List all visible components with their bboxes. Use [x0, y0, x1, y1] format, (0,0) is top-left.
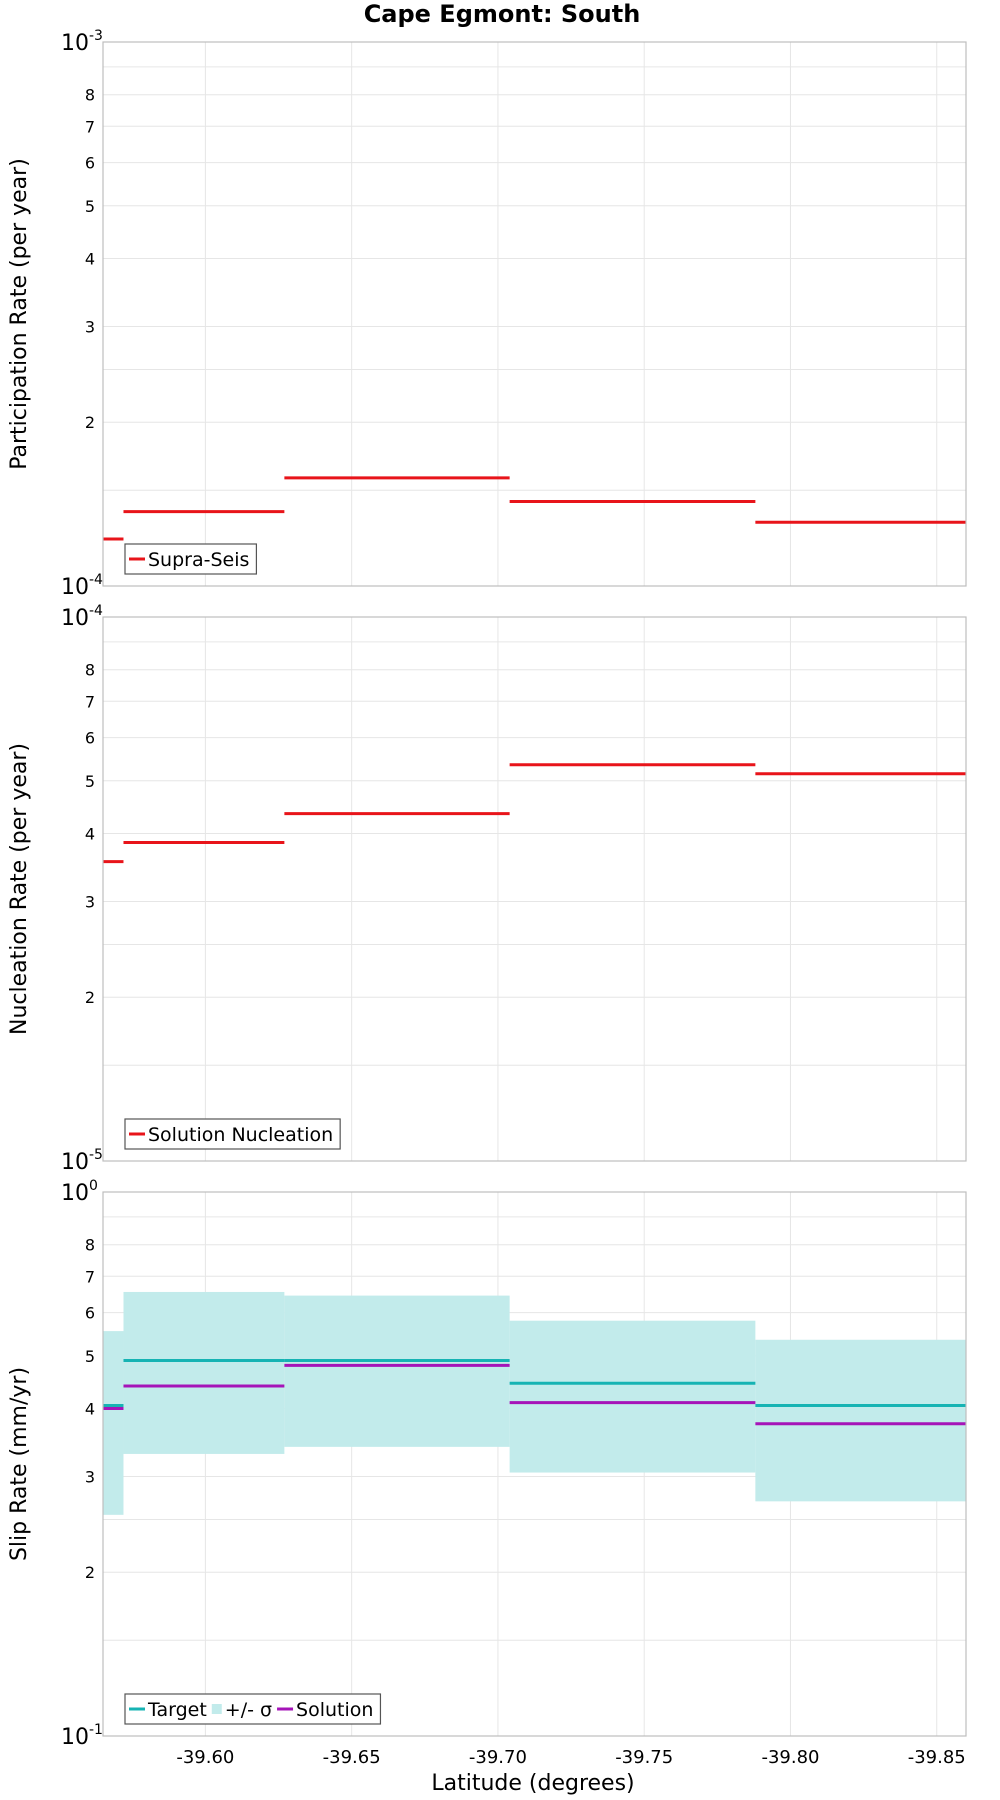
- y-tick-label: 6: [85, 154, 95, 173]
- x-tick-label: -39.85: [908, 1747, 966, 1768]
- sigma-band: [755, 1339, 966, 1502]
- x-tick-label: -39.80: [761, 1747, 819, 1768]
- legend-label: +/- σ: [225, 1699, 272, 1721]
- legend: Supra-Seis: [124, 543, 258, 575]
- legend-label: Target: [147, 1699, 207, 1721]
- legend-label: Solution Nucleation: [148, 1124, 333, 1146]
- legend-label: Supra-Seis: [148, 549, 249, 571]
- y-axis-label: Nucleation Rate (per year): [7, 743, 32, 1035]
- y-major-tick-exponent: 0: [89, 1178, 98, 1194]
- x-tick-label: -39.65: [323, 1747, 381, 1768]
- y-tick-label: 3: [85, 1467, 95, 1486]
- y-tick-label: 3: [85, 317, 95, 336]
- y-tick-label: 8: [85, 661, 95, 680]
- y-major-tick-label: 10: [61, 1181, 89, 1206]
- y-tick-label: 2: [85, 1563, 95, 1582]
- plot-frame: [102, 616, 967, 1162]
- y-axis-label: Slip Rate (mm/yr): [7, 1367, 32, 1561]
- sigma-band: [103, 1331, 124, 1515]
- y-axis-label: Participation Rate (per year): [7, 158, 32, 470]
- x-tick-label: -39.70: [469, 1747, 527, 1768]
- y-tick-label: 2: [85, 413, 95, 432]
- sigma-band: [509, 1320, 756, 1473]
- x-tick-label: -39.75: [615, 1747, 673, 1768]
- sigma-band: [123, 1291, 285, 1454]
- y-tick-label: 7: [85, 692, 95, 711]
- chart-title: Cape Egmont: South: [364, 0, 641, 28]
- y-tick-label: 5: [85, 1347, 95, 1366]
- legend-box: [124, 1693, 382, 1725]
- legend-box: [124, 1118, 341, 1150]
- y-tick-label: 4: [85, 249, 95, 268]
- y-tick-label: 6: [85, 1304, 95, 1323]
- legend-box: [124, 543, 258, 575]
- y-major-tick-label: 10: [61, 575, 89, 600]
- x-tick-label: -39.60: [176, 1747, 234, 1768]
- y-major-tick-label: 10: [61, 1150, 89, 1175]
- y-major-tick-label: 10: [61, 606, 89, 631]
- y-tick-label: 2: [85, 988, 95, 1007]
- y-tick-label: 4: [85, 824, 95, 843]
- y-tick-label: 7: [85, 1267, 95, 1286]
- y-major-tick-label: 10: [61, 1725, 89, 1750]
- y-major-tick-exponent: -5: [89, 1147, 103, 1163]
- sigma-band: [284, 1295, 510, 1447]
- y-major-tick-label: 10: [61, 31, 89, 56]
- plot-frame: [102, 1191, 967, 1737]
- y-major-tick-exponent: -1: [89, 1722, 103, 1738]
- x-axis-label: Latitude (degrees): [431, 1771, 634, 1796]
- legend-swatch: [211, 1704, 222, 1714]
- y-tick-label: 4: [85, 1399, 95, 1418]
- y-major-tick-exponent: -4: [89, 572, 103, 588]
- y-major-tick-exponent: -3: [89, 28, 103, 44]
- y-tick-label: 5: [85, 197, 95, 216]
- y-tick-label: 5: [85, 772, 95, 791]
- y-tick-label: 6: [85, 729, 95, 748]
- y-major-tick-exponent: -4: [89, 603, 103, 619]
- y-tick-label: 7: [85, 117, 95, 136]
- legend-label: Solution: [296, 1699, 373, 1721]
- y-tick-label: 3: [85, 892, 95, 911]
- y-tick-label: 8: [85, 86, 95, 105]
- legend: Solution Nucleation: [124, 1118, 341, 1150]
- y-tick-label: 8: [85, 1236, 95, 1255]
- plot-frame: [102, 41, 967, 587]
- legend: Target +/- σ Solution: [124, 1693, 382, 1725]
